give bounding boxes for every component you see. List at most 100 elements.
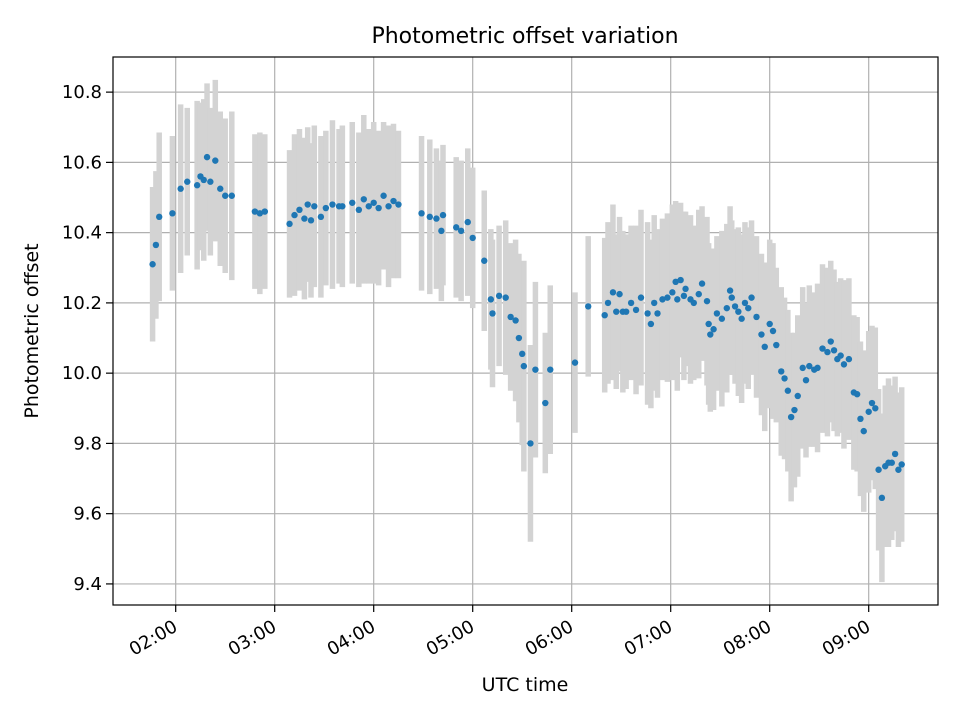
y-tick-label: 10.8 — [62, 82, 102, 103]
data-point — [601, 311, 608, 319]
data-point — [888, 459, 895, 466]
data-point — [370, 199, 377, 206]
data-point — [791, 406, 798, 414]
data-point — [895, 466, 902, 473]
data-point — [840, 361, 848, 368]
data-point — [875, 466, 882, 473]
data-point — [637, 294, 645, 301]
data-point — [301, 215, 308, 222]
data-point — [439, 211, 447, 219]
data-point — [256, 210, 264, 217]
data-point — [469, 234, 476, 242]
x-tick-label: 04:00 — [324, 616, 379, 660]
data-point — [532, 366, 539, 373]
data-point — [781, 375, 788, 382]
data-point — [698, 280, 706, 287]
data-point — [156, 213, 163, 221]
data-point — [654, 310, 661, 317]
data-point — [745, 304, 752, 312]
data-point — [604, 299, 612, 307]
x-tick-label: 09:00 — [819, 616, 874, 660]
data-point — [773, 341, 780, 349]
data-point — [296, 206, 303, 214]
data-point — [723, 304, 730, 312]
chart-title: Photometric offset variation — [371, 24, 678, 49]
data-point — [527, 440, 534, 447]
data-point — [193, 182, 201, 189]
x-tick-label: 07:00 — [621, 616, 676, 660]
data-point — [542, 399, 549, 407]
data-point — [261, 208, 268, 215]
data-point — [515, 334, 523, 342]
data-point — [738, 315, 745, 322]
data-point — [613, 308, 620, 315]
data-point — [680, 292, 688, 300]
x-tick-label: 08:00 — [720, 616, 775, 660]
data-point — [674, 296, 681, 303]
y-tick-label: 9.6 — [73, 504, 102, 525]
data-point — [502, 294, 509, 301]
data-point — [547, 366, 554, 373]
data-point — [830, 347, 838, 354]
data-point — [690, 299, 697, 307]
data-point — [609, 289, 617, 296]
data-point — [203, 153, 211, 161]
data-point — [228, 192, 235, 199]
data-point — [622, 308, 630, 315]
data-point — [355, 206, 363, 214]
data-point — [438, 227, 445, 235]
data-point — [632, 306, 640, 314]
data-point — [713, 310, 721, 317]
data-point — [453, 224, 460, 231]
data-point — [222, 192, 229, 199]
data-point — [865, 408, 872, 415]
data-point — [395, 201, 402, 208]
y-tick-label: 9.4 — [73, 574, 102, 595]
data-point — [520, 362, 528, 370]
data-point — [651, 299, 658, 307]
data-point — [664, 294, 671, 301]
x-tick-label: 06:00 — [522, 616, 577, 660]
data-point — [207, 178, 214, 185]
data-point — [644, 310, 651, 317]
data-point — [329, 201, 336, 208]
x-axis-label: UTC time — [482, 674, 569, 696]
data-point — [311, 203, 318, 210]
data-point — [682, 285, 689, 293]
data-point — [481, 257, 488, 264]
y-tick-label: 10.0 — [62, 363, 102, 384]
data-point — [891, 450, 899, 458]
data-point — [748, 294, 755, 301]
data-point — [735, 308, 742, 315]
data-point — [307, 217, 315, 224]
data-point — [898, 461, 905, 468]
y-tick-label: 10.4 — [62, 223, 102, 244]
data-point — [339, 203, 346, 210]
data-point — [304, 201, 311, 208]
data-point — [868, 399, 876, 407]
error-bars — [149, 79, 905, 583]
data-point — [433, 215, 440, 222]
data-point — [365, 203, 372, 210]
data-point — [317, 213, 325, 221]
data-point — [464, 218, 471, 226]
data-point — [512, 317, 519, 324]
data-point — [585, 303, 592, 310]
data-point — [778, 368, 785, 375]
data-point — [390, 197, 397, 205]
data-points — [149, 153, 905, 502]
data-point — [291, 211, 298, 219]
data-point — [784, 387, 792, 394]
data-point — [726, 287, 734, 294]
data-point — [519, 350, 526, 358]
data-point — [845, 355, 853, 363]
data-point — [149, 261, 156, 268]
data-point — [322, 204, 330, 212]
data-point — [853, 391, 861, 398]
data-point — [669, 289, 676, 296]
data-point — [217, 185, 224, 192]
y-tick-label: 10.2 — [62, 293, 102, 314]
x-axis-ticks: 02:00 03:00 04:00 05:00 06:00 07:00 08:00 09:00 — [126, 605, 874, 660]
